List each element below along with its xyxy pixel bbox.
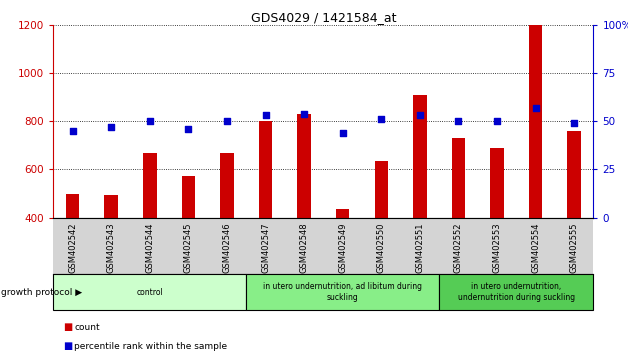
Text: control: control bbox=[136, 287, 163, 297]
Text: GSM402551: GSM402551 bbox=[415, 222, 425, 273]
Text: GSM402544: GSM402544 bbox=[145, 222, 154, 273]
Point bbox=[222, 118, 232, 124]
Point bbox=[453, 118, 463, 124]
Text: GSM402542: GSM402542 bbox=[68, 222, 77, 273]
Text: GSM402550: GSM402550 bbox=[377, 222, 386, 273]
Text: in utero undernutrition, ad libitum during
suckling: in utero undernutrition, ad libitum duri… bbox=[263, 282, 422, 302]
Bar bbox=[66, 194, 79, 218]
Point bbox=[492, 118, 502, 124]
Text: GSM402547: GSM402547 bbox=[261, 222, 270, 273]
Bar bbox=[53, 274, 246, 310]
Bar bbox=[220, 153, 234, 218]
Text: GSM402552: GSM402552 bbox=[454, 222, 463, 273]
Bar bbox=[298, 114, 311, 218]
Bar bbox=[104, 195, 118, 218]
Text: in utero undernutrition,
undernutrition during suckling: in utero undernutrition, undernutrition … bbox=[458, 282, 575, 302]
Point bbox=[415, 113, 425, 118]
Title: GDS4029 / 1421584_at: GDS4029 / 1421584_at bbox=[251, 11, 396, 24]
Bar bbox=[490, 148, 504, 218]
Text: percentile rank within the sample: percentile rank within the sample bbox=[74, 342, 227, 351]
Text: count: count bbox=[74, 323, 100, 332]
Text: growth protocol ▶: growth protocol ▶ bbox=[1, 287, 82, 297]
Bar bbox=[439, 274, 593, 310]
Bar bbox=[413, 95, 426, 218]
Text: GSM402555: GSM402555 bbox=[570, 222, 578, 273]
Point bbox=[569, 120, 579, 126]
Text: GSM402553: GSM402553 bbox=[492, 222, 502, 273]
Point bbox=[261, 113, 271, 118]
Text: GSM402554: GSM402554 bbox=[531, 222, 540, 273]
Point bbox=[531, 105, 541, 110]
Point bbox=[299, 111, 309, 116]
Bar bbox=[568, 131, 581, 218]
Text: ■: ■ bbox=[63, 341, 72, 351]
Point bbox=[183, 126, 193, 132]
Text: GSM402543: GSM402543 bbox=[107, 222, 116, 273]
Bar bbox=[246, 274, 439, 310]
Bar bbox=[143, 153, 156, 218]
Text: GSM402549: GSM402549 bbox=[338, 222, 347, 273]
Bar bbox=[181, 176, 195, 218]
Point bbox=[68, 128, 78, 134]
Point bbox=[145, 118, 155, 124]
Text: GSM402545: GSM402545 bbox=[184, 222, 193, 273]
Bar bbox=[452, 138, 465, 218]
Bar bbox=[529, 25, 543, 218]
Point bbox=[338, 130, 348, 136]
Point bbox=[106, 124, 116, 130]
Text: ■: ■ bbox=[63, 322, 72, 332]
Text: GSM402548: GSM402548 bbox=[300, 222, 308, 273]
Text: GSM402546: GSM402546 bbox=[222, 222, 232, 273]
Bar bbox=[374, 161, 388, 218]
Point bbox=[376, 116, 386, 122]
Bar bbox=[336, 209, 349, 218]
Bar bbox=[259, 121, 273, 218]
